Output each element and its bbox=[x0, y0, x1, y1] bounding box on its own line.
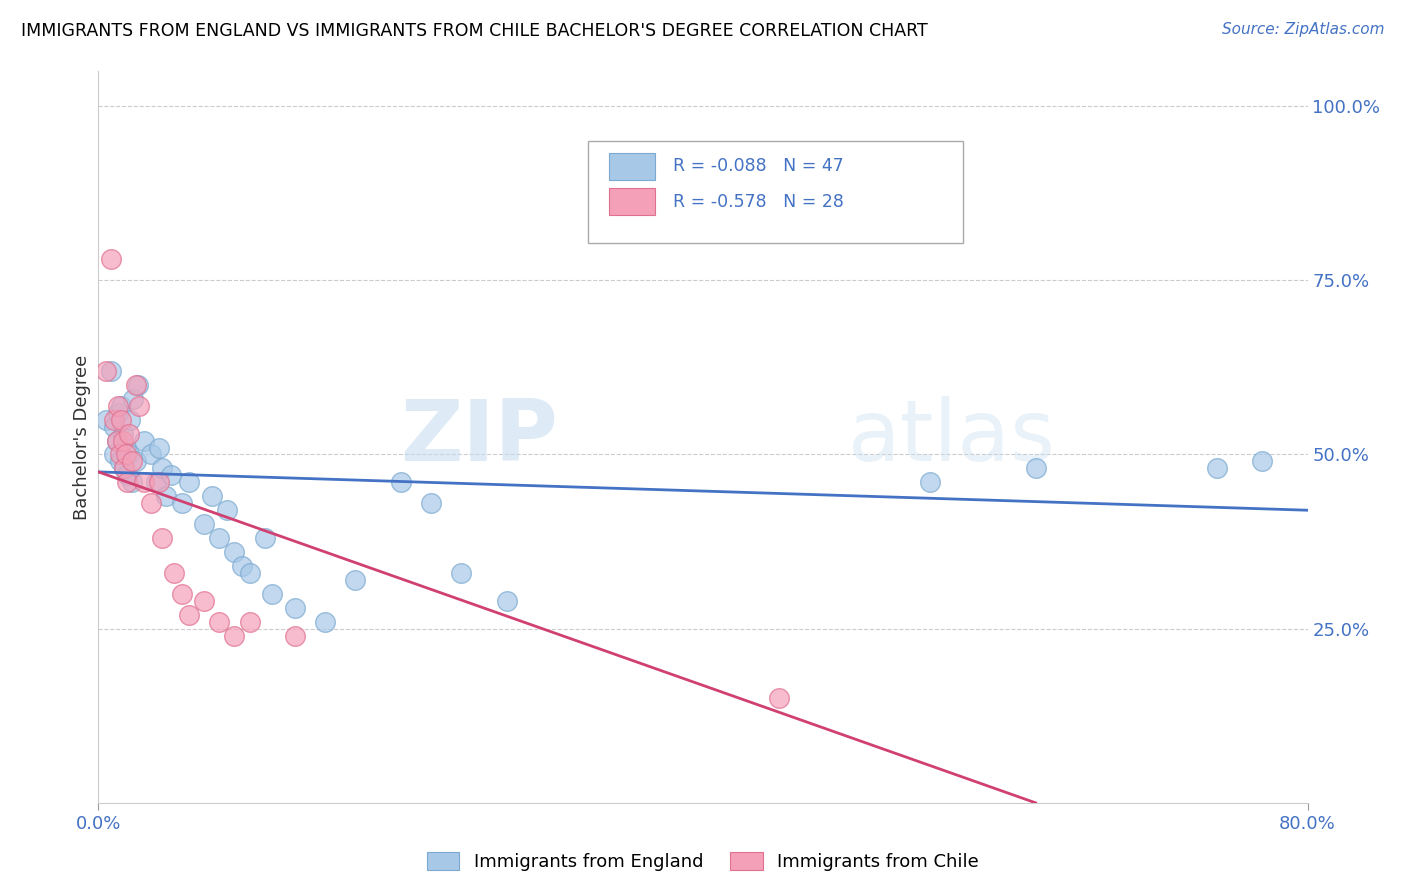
Point bbox=[179, 607, 201, 622]
Point bbox=[150, 531, 173, 545]
Point bbox=[495, 594, 517, 608]
Point bbox=[112, 461, 135, 475]
Text: Source: ZipAtlas.com: Source: ZipAtlas.com bbox=[1222, 22, 1385, 37]
Point bbox=[107, 406, 129, 420]
Point bbox=[344, 573, 367, 587]
Point bbox=[120, 412, 142, 426]
Point bbox=[262, 587, 284, 601]
Point bbox=[148, 441, 170, 455]
Point bbox=[94, 412, 117, 426]
Point bbox=[141, 496, 163, 510]
Point bbox=[224, 545, 246, 559]
Point bbox=[103, 419, 125, 434]
Point bbox=[118, 426, 141, 441]
Point bbox=[284, 600, 307, 615]
Point bbox=[94, 364, 117, 378]
Point bbox=[112, 461, 135, 475]
Point bbox=[118, 448, 141, 462]
Point bbox=[105, 434, 128, 448]
Point bbox=[121, 454, 143, 468]
Point bbox=[231, 558, 253, 573]
Point bbox=[148, 475, 170, 490]
Point bbox=[103, 412, 125, 426]
Text: R = -0.578   N = 28: R = -0.578 N = 28 bbox=[672, 193, 844, 211]
Point bbox=[450, 566, 472, 580]
Point bbox=[111, 426, 134, 441]
Point bbox=[110, 399, 132, 413]
Point bbox=[918, 475, 941, 490]
Text: ZIP: ZIP bbox=[401, 395, 558, 479]
Point bbox=[215, 503, 238, 517]
Point bbox=[170, 587, 193, 601]
Point bbox=[224, 629, 246, 643]
Point bbox=[208, 615, 231, 629]
Point bbox=[127, 377, 149, 392]
Point bbox=[1251, 454, 1274, 468]
Point bbox=[145, 475, 167, 490]
Point bbox=[110, 412, 132, 426]
Point bbox=[420, 496, 443, 510]
Point bbox=[105, 434, 128, 448]
Point bbox=[132, 434, 155, 448]
Point bbox=[193, 517, 215, 532]
Point bbox=[239, 615, 262, 629]
Point bbox=[284, 629, 307, 643]
Point bbox=[108, 454, 131, 468]
Bar bbox=[609, 153, 655, 180]
Point bbox=[239, 566, 262, 580]
Point bbox=[114, 448, 136, 462]
Point bbox=[768, 691, 790, 706]
Point bbox=[179, 475, 201, 490]
Point bbox=[103, 448, 125, 462]
Point bbox=[314, 615, 336, 629]
FancyBboxPatch shape bbox=[588, 141, 963, 244]
Point bbox=[121, 475, 143, 490]
Point bbox=[150, 461, 173, 475]
Point bbox=[1024, 461, 1046, 475]
Text: atlas: atlas bbox=[848, 395, 1056, 479]
Point bbox=[208, 531, 231, 545]
Point bbox=[125, 377, 148, 392]
Bar bbox=[609, 187, 655, 216]
Point bbox=[111, 434, 134, 448]
Point bbox=[170, 496, 193, 510]
Point bbox=[115, 468, 138, 483]
Point bbox=[128, 399, 150, 413]
Point bbox=[1206, 461, 1229, 475]
Point bbox=[201, 489, 224, 503]
Point bbox=[107, 399, 129, 413]
Point bbox=[125, 454, 148, 468]
Point bbox=[389, 475, 412, 490]
Point bbox=[155, 489, 177, 503]
Y-axis label: Bachelor's Degree: Bachelor's Degree bbox=[73, 354, 91, 520]
Point bbox=[132, 475, 155, 490]
Point bbox=[114, 441, 136, 455]
Point bbox=[253, 531, 276, 545]
Point bbox=[193, 594, 215, 608]
Point bbox=[100, 364, 122, 378]
Point bbox=[141, 448, 163, 462]
Point bbox=[115, 475, 138, 490]
Point bbox=[160, 468, 183, 483]
Point bbox=[163, 566, 186, 580]
Point bbox=[100, 252, 122, 267]
Point bbox=[122, 392, 145, 406]
Point bbox=[108, 448, 131, 462]
Text: R = -0.088   N = 47: R = -0.088 N = 47 bbox=[672, 158, 844, 176]
Legend: Immigrants from England, Immigrants from Chile: Immigrants from England, Immigrants from… bbox=[419, 845, 987, 879]
Text: IMMIGRANTS FROM ENGLAND VS IMMIGRANTS FROM CHILE BACHELOR'S DEGREE CORRELATION C: IMMIGRANTS FROM ENGLAND VS IMMIGRANTS FR… bbox=[21, 22, 928, 40]
